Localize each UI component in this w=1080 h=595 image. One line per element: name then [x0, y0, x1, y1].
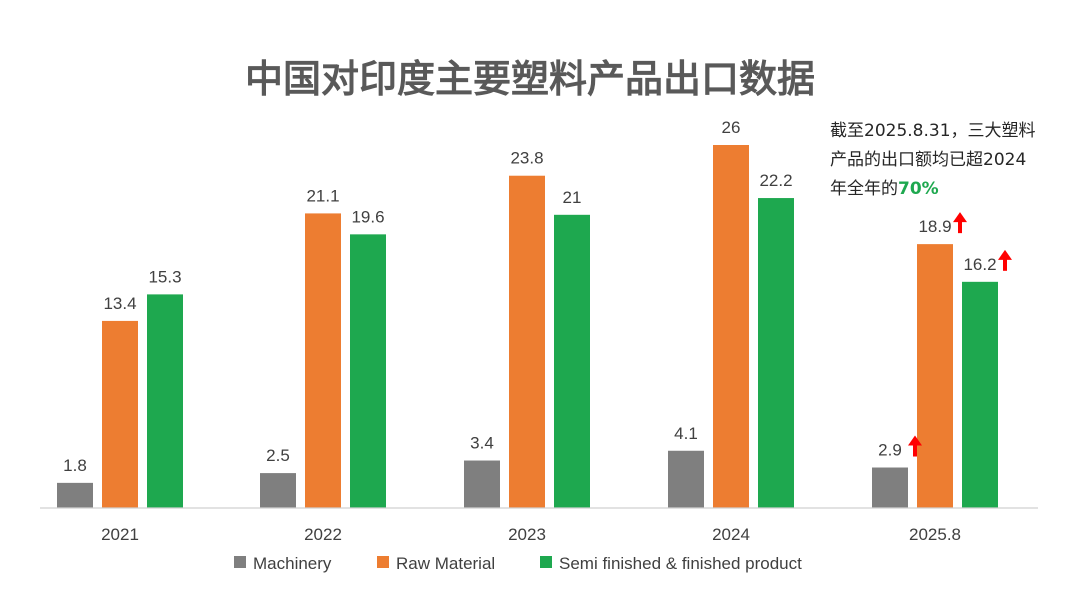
- data-label-2-2: 21: [563, 188, 582, 207]
- x-tick-label-2025.8: 2025.8: [909, 525, 961, 544]
- annotation-highlight: 70%: [898, 179, 939, 199]
- legend-label-2: Semi finished & finished product: [559, 554, 802, 573]
- chart-title: 中国对印度主要塑料产品出口数据: [245, 57, 815, 101]
- x-tick-label-2022: 2022: [304, 525, 342, 544]
- data-labels-layer: 1.8 13.4 15.3 2.5 21.1 19.6 3.4 23.8 21 4.1 26 22.2…: [63, 118, 996, 475]
- annotation-line-2: 产品的出口额均已超2024: [830, 150, 1026, 170]
- up-arrow-icon-2: [998, 249, 1012, 271]
- data-label-0-0: 1.8: [63, 456, 87, 475]
- data-label-0-2: 3.4: [470, 434, 494, 453]
- x-axis-tick-labels: 2021 2022 2023 2024 2025.8: [101, 525, 961, 544]
- bars-layer: [57, 145, 998, 509]
- data-label-2-0: 15.3: [148, 267, 181, 286]
- legend-swatch-0: [234, 556, 246, 568]
- x-tick-label-2021: 2021: [101, 525, 139, 544]
- annotation-line-1: 截至2025.8.31，三大塑料: [830, 121, 1036, 141]
- up-arrow-icon-0: [908, 435, 922, 457]
- bar-machinery-2022: [260, 473, 296, 508]
- data-label-1-3: 26: [722, 118, 741, 137]
- bar-semi-finished-finished-product-2022: [350, 234, 386, 508]
- annotation-line-3: 年全年的70%: [830, 179, 939, 199]
- growth-arrows: [908, 212, 1012, 457]
- legend-label-1: Raw Material: [396, 554, 495, 573]
- bar-raw-material-2023: [509, 175, 545, 508]
- data-label-2-3: 22.2: [759, 171, 792, 190]
- bar-machinery-2023: [464, 460, 500, 508]
- legend-swatch-1: [377, 556, 389, 568]
- data-label-2-1: 19.6: [351, 207, 384, 226]
- bar-raw-material-2021: [102, 320, 138, 508]
- data-label-2-4: 16.2: [963, 255, 996, 274]
- data-label-0-1: 2.5: [266, 446, 290, 465]
- data-label-0-4: 2.9: [878, 441, 902, 460]
- x-tick-label-2023: 2023: [508, 525, 546, 544]
- bar-raw-material-2024: [713, 145, 749, 508]
- bar-raw-material-2025.8: [917, 244, 953, 508]
- data-label-1-2: 23.8: [510, 149, 543, 168]
- annotation-line-3-prefix: 年全年的: [830, 179, 898, 199]
- bar-machinery-2021: [57, 482, 93, 508]
- bar-semi-finished-finished-product-2025.8: [962, 281, 998, 508]
- legend-label-0: Machinery: [253, 554, 332, 573]
- bar-semi-finished-finished-product-2021: [147, 294, 183, 508]
- bar-semi-finished-finished-product-2024: [758, 198, 794, 509]
- legend: Machinery Raw Material Semi finished & fin…: [234, 554, 802, 573]
- bar-raw-material-2022: [305, 213, 341, 508]
- up-arrow-icon-1: [953, 212, 967, 234]
- annotation-note: 截至2025.8.31，三大塑料 产品的出口额均已超2024 年全年的70%: [830, 121, 1036, 199]
- data-label-1-0: 13.4: [103, 294, 136, 313]
- bar-machinery-2025.8: [872, 467, 908, 508]
- data-label-0-3: 4.1: [674, 424, 698, 443]
- legend-swatch-2: [540, 556, 552, 568]
- x-tick-label-2024: 2024: [712, 525, 750, 544]
- data-label-1-1: 21.1: [306, 186, 339, 205]
- bar-semi-finished-finished-product-2023: [554, 214, 590, 509]
- data-label-1-4: 18.9: [918, 217, 951, 236]
- bar-machinery-2024: [668, 450, 704, 508]
